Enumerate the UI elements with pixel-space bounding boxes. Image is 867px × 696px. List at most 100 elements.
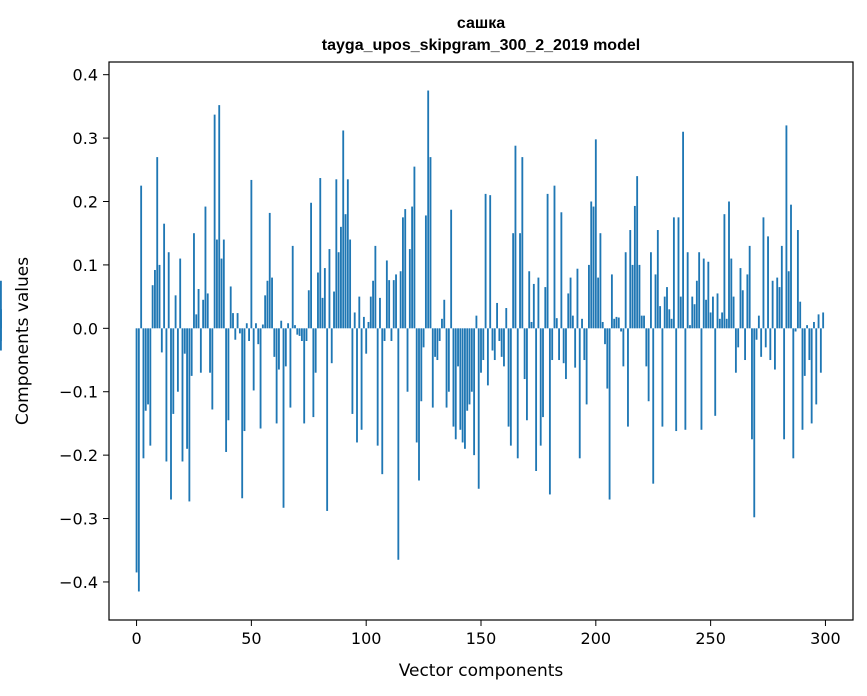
bar xyxy=(521,157,524,329)
bar xyxy=(569,277,572,329)
bar xyxy=(693,304,696,329)
bar xyxy=(774,328,776,370)
bar xyxy=(211,328,214,410)
bar xyxy=(808,328,811,361)
bar xyxy=(721,312,724,329)
bar xyxy=(486,328,489,386)
bar xyxy=(785,125,788,329)
bar xyxy=(477,328,480,489)
bar xyxy=(493,328,496,361)
bar xyxy=(151,285,154,329)
bar xyxy=(574,328,577,368)
bar xyxy=(209,328,211,373)
bar xyxy=(473,328,476,456)
bar xyxy=(273,328,276,357)
bar xyxy=(555,318,558,329)
bar xyxy=(250,179,253,329)
bar xyxy=(537,277,540,329)
x-tick-label: 250 xyxy=(695,629,726,648)
bar xyxy=(266,280,269,329)
bar xyxy=(137,328,140,592)
bar xyxy=(326,328,329,511)
y-tick-label: 0.2 xyxy=(73,193,98,212)
y-tick-label: 0.3 xyxy=(73,129,98,148)
bar xyxy=(307,290,310,329)
bar xyxy=(778,287,781,329)
bar xyxy=(790,204,792,329)
bar xyxy=(135,328,138,573)
x-axis-ticks: 0 50 100 150 200 250 300 xyxy=(131,620,841,648)
bar xyxy=(280,320,283,329)
bar xyxy=(176,328,179,392)
bar xyxy=(769,328,772,361)
bar xyxy=(402,217,404,329)
bar xyxy=(633,205,636,329)
bar xyxy=(392,280,395,329)
bar xyxy=(672,217,675,329)
bar xyxy=(753,328,756,518)
bar xyxy=(741,290,744,329)
bar xyxy=(666,287,668,329)
x-tick-label: 50 xyxy=(241,629,261,648)
bar xyxy=(362,316,365,329)
bar xyxy=(257,328,260,345)
bar xyxy=(640,315,643,329)
bar xyxy=(507,328,510,427)
bar xyxy=(624,252,627,329)
bar xyxy=(356,328,358,443)
bar xyxy=(388,280,391,329)
bar xyxy=(576,268,579,329)
bar xyxy=(627,328,629,427)
bar xyxy=(480,328,482,373)
bar xyxy=(466,328,469,411)
bar xyxy=(718,318,721,329)
bar xyxy=(530,321,533,329)
bar xyxy=(397,328,400,560)
bar xyxy=(548,328,551,495)
bar xyxy=(252,328,255,391)
bar xyxy=(418,328,420,481)
bar xyxy=(319,178,322,329)
bar xyxy=(539,328,542,446)
bar xyxy=(310,202,312,329)
bar xyxy=(803,328,806,376)
bar xyxy=(643,315,645,329)
bar xyxy=(606,328,609,389)
bar xyxy=(822,312,825,329)
bar xyxy=(819,328,822,373)
bar xyxy=(335,179,338,329)
bar xyxy=(243,328,246,432)
bar xyxy=(739,268,742,329)
bar xyxy=(193,233,195,329)
chart-title: сашка xyxy=(457,15,505,32)
bar xyxy=(431,328,434,408)
bar xyxy=(617,317,620,329)
bar xyxy=(567,293,570,329)
bar xyxy=(608,328,611,500)
bar xyxy=(170,328,172,500)
bar xyxy=(652,328,655,484)
bar xyxy=(686,252,689,329)
bar xyxy=(636,176,639,329)
bar xyxy=(406,328,409,392)
bar xyxy=(323,268,326,329)
bar xyxy=(783,328,786,440)
bar xyxy=(238,328,241,334)
bar xyxy=(558,328,560,361)
bar xyxy=(434,328,436,357)
bar xyxy=(415,328,418,443)
bar xyxy=(610,274,613,329)
bar xyxy=(679,296,682,329)
bar xyxy=(261,324,264,329)
bar xyxy=(232,313,234,329)
bar xyxy=(271,277,273,329)
bar xyxy=(597,277,600,329)
x-axis-label: Vector components xyxy=(399,661,564,681)
y-tick-label: 0.1 xyxy=(73,256,98,275)
bar xyxy=(565,328,567,380)
bar xyxy=(734,328,737,373)
bar xyxy=(647,328,650,402)
bar xyxy=(562,328,565,364)
bar xyxy=(282,328,285,508)
bar xyxy=(317,272,319,329)
